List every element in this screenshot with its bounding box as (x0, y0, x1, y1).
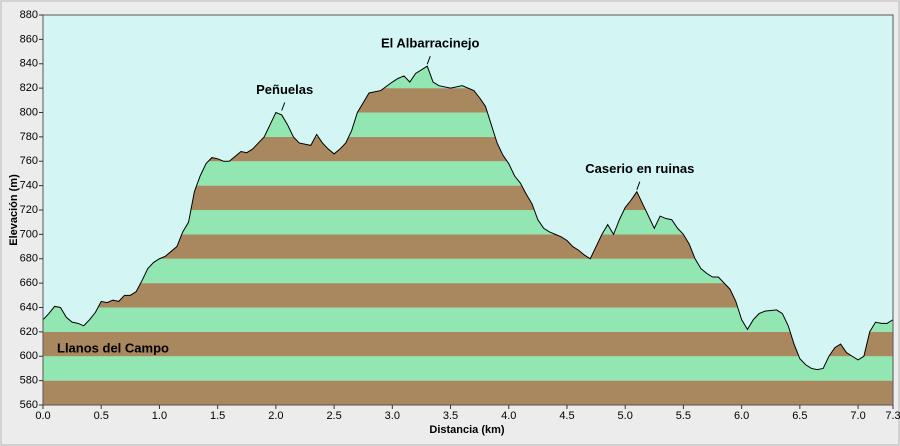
x-tick-label: 5.0 (618, 410, 633, 422)
x-tick-label: 7.0 (850, 410, 865, 422)
annotation-leader (636, 181, 641, 190)
y-tick-label: 560 (20, 399, 38, 411)
y-tick-label: 840 (20, 58, 38, 70)
elevation-band (43, 356, 893, 381)
x-tick-label: 0.5 (94, 410, 109, 422)
y-tick-label: 720 (20, 204, 38, 216)
x-tick-label: 6.5 (792, 410, 807, 422)
x-tick-label: 2.5 (326, 410, 341, 422)
annotation: El Albarracinejo (381, 36, 480, 51)
elevation-line (42, 65, 894, 371)
y-tick-label: 820 (20, 82, 38, 94)
annotation: Peñuelas (256, 82, 313, 97)
y-tick-label: 800 (20, 106, 38, 118)
y-tick-label: 860 (20, 33, 38, 45)
annotation: Llanos del Campo (57, 341, 169, 356)
x-tick-label: 1.0 (152, 410, 167, 422)
y-tick-label: 640 (20, 301, 38, 313)
annotation-leader (426, 56, 431, 65)
y-tick-label: 620 (20, 326, 38, 338)
y-tick-label: 760 (20, 155, 38, 167)
x-axis-label: Distancia (km) (429, 424, 505, 436)
y-tick-label: 660 (20, 277, 38, 289)
elevation-band (43, 331, 893, 357)
y-axis-label: Elevación (m) (8, 174, 20, 246)
y-tick-label: 580 (20, 375, 38, 387)
x-tick-label: 3.5 (443, 410, 458, 422)
y-tick-label: 740 (20, 180, 38, 192)
y-tick-label: 600 (20, 350, 38, 362)
y-tick-label: 700 (20, 228, 38, 240)
x-tick-label: 2.0 (268, 410, 283, 422)
y-tick-label: 680 (20, 253, 38, 265)
x-tick-label: 4.0 (501, 410, 516, 422)
elevation-band (43, 380, 893, 405)
annotation: Caserio en ruinas (585, 161, 694, 176)
x-tick-label: 0.0 (35, 410, 50, 422)
x-tick-label: 4.5 (559, 410, 574, 422)
x-tick-label: 3.0 (385, 410, 400, 422)
y-tick-label: 780 (20, 131, 38, 143)
x-tick-label: 5.5 (676, 410, 691, 422)
x-tick-label: 1.5 (210, 410, 225, 422)
annotation-leader (281, 102, 286, 111)
x-tick-label: 7.3 (885, 410, 900, 422)
x-tick-label: 6.0 (734, 410, 749, 422)
y-tick-label: 880 (20, 9, 38, 21)
